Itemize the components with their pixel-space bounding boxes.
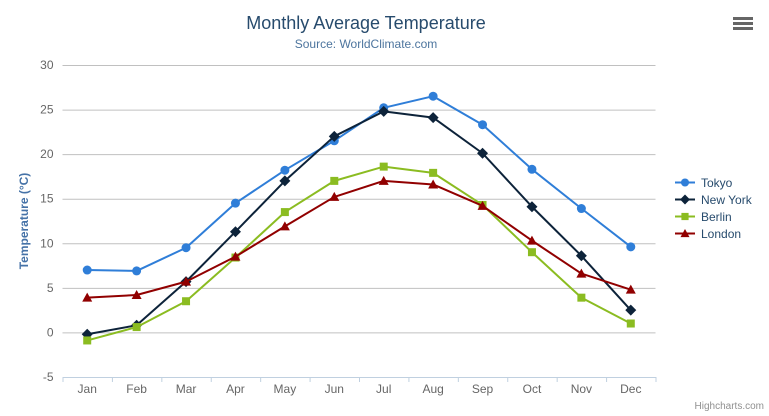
point-tokyo-feb[interactable] [132, 266, 142, 276]
point-new-york-oct[interactable] [526, 201, 538, 213]
legend-marker-triangle-icon [675, 229, 695, 238]
y-axis-tick-label: 0 [47, 325, 54, 339]
point-london-jun[interactable] [329, 191, 340, 201]
x-axis-label-oct: Oct [523, 382, 542, 396]
legend-item-new-york[interactable]: New York [674, 191, 752, 208]
x-axis-label-apr: Apr [226, 382, 245, 396]
legend-marker-circle-icon [675, 178, 695, 187]
point-berlin-nov[interactable] [577, 293, 586, 302]
series-line-new-york[interactable] [87, 110, 632, 336]
point-berlin-oct[interactable] [527, 248, 536, 257]
chart-title: Monthly Average Temperature [246, 13, 486, 33]
point-berlin-jan[interactable] [83, 336, 92, 345]
point-tokyo-sep[interactable] [478, 120, 488, 130]
series-line-berlin[interactable] [86, 165, 632, 342]
point-new-york-jun[interactable] [328, 130, 340, 142]
point-berlin-jun[interactable] [330, 176, 339, 185]
legend-item-berlin[interactable]: Berlin [674, 208, 752, 225]
series-line-tokyo[interactable] [87, 95, 632, 272]
point-berlin-feb[interactable] [132, 323, 141, 332]
x-axis-label-dec: Dec [620, 382, 641, 396]
point-london-apr[interactable] [230, 251, 241, 261]
point-berlin-dec[interactable] [626, 319, 635, 328]
point-london-jul[interactable] [378, 175, 389, 185]
credits-link[interactable]: Highcharts.com [694, 401, 764, 412]
point-berlin-mar[interactable] [182, 297, 191, 306]
point-new-york-sep[interactable] [477, 147, 489, 159]
y-axis-tick-label: 5 [47, 281, 54, 295]
hamburger-icon [733, 17, 753, 30]
point-new-york-apr[interactable] [229, 226, 241, 238]
x-axis-label-feb: Feb [126, 382, 147, 396]
point-london-feb[interactable] [131, 289, 142, 299]
series-line-london[interactable] [87, 179, 632, 299]
point-london-jan[interactable] [82, 292, 93, 302]
point-london-nov[interactable] [576, 268, 587, 278]
export-menu-button[interactable] [728, 12, 758, 35]
point-berlin-jul[interactable] [379, 162, 388, 171]
grid-layer [62, 65, 656, 334]
point-london-may[interactable] [279, 221, 290, 231]
point-new-york-aug[interactable] [427, 112, 439, 124]
series-layer [81, 91, 637, 345]
y-axis-tick-label: 30 [40, 58, 54, 72]
point-tokyo-mar[interactable] [181, 243, 191, 253]
x-axis-label-may: May [274, 382, 297, 396]
point-tokyo-jan[interactable] [82, 265, 92, 275]
point-tokyo-dec[interactable] [626, 242, 636, 252]
x-axis-label-jan: Jan [78, 382, 97, 396]
legend-label: Tokyo [701, 175, 733, 190]
point-london-sep[interactable] [477, 200, 488, 210]
y-axis-tick-label: 10 [40, 236, 54, 250]
x-axis-label-aug: Aug [422, 382, 443, 396]
legend-marker-diamond-icon [675, 194, 695, 205]
point-london-mar[interactable] [181, 276, 192, 286]
legend-item-london[interactable]: London [674, 225, 752, 242]
point-london-oct[interactable] [526, 235, 537, 245]
x-axis-label-jun: Jun [325, 382, 344, 396]
point-berlin-aug[interactable] [429, 168, 438, 177]
legend-label: Berlin [701, 209, 732, 224]
point-london-dec[interactable] [625, 284, 636, 294]
legend-item-tokyo[interactable]: Tokyo [674, 174, 752, 191]
point-new-york-nov[interactable] [575, 250, 587, 262]
point-tokyo-oct[interactable] [527, 164, 537, 174]
point-new-york-dec[interactable] [625, 304, 637, 316]
x-axis-label-sep: Sep [472, 382, 494, 396]
y-axis-tick-label: 15 [40, 192, 54, 206]
legend-marker-square-icon [675, 212, 695, 221]
legend-label: New York [701, 192, 752, 207]
point-tokyo-aug[interactable] [428, 91, 438, 101]
point-berlin-may[interactable] [280, 208, 289, 217]
y-axis-tick-label: 20 [40, 147, 54, 161]
point-new-york-may[interactable] [279, 175, 291, 187]
y-axis-tick-label: -5 [43, 370, 54, 384]
x-axis-label-mar: Mar [176, 382, 197, 396]
point-new-york-jul[interactable] [378, 105, 390, 117]
point-tokyo-nov[interactable] [576, 204, 586, 214]
point-tokyo-may[interactable] [280, 165, 290, 175]
axis-layer: -5 0 5 10 15 20 25 30 Jan Feb Mar Apr May Jun Jul Aug Se… [40, 58, 657, 396]
legend: Tokyo New York Berlin London [674, 174, 752, 242]
x-axis-label-jul: Jul [376, 382, 391, 396]
point-tokyo-apr[interactable] [230, 198, 240, 208]
point-london-aug[interactable] [428, 179, 439, 189]
x-axis-label-nov: Nov [571, 382, 592, 396]
legend-label: London [701, 226, 742, 241]
y-axis-tick-label: 25 [40, 103, 54, 117]
y-axis-title: Temperature (°C) [17, 172, 31, 270]
chart-subtitle: Source: WorldClimate.com [294, 37, 438, 51]
